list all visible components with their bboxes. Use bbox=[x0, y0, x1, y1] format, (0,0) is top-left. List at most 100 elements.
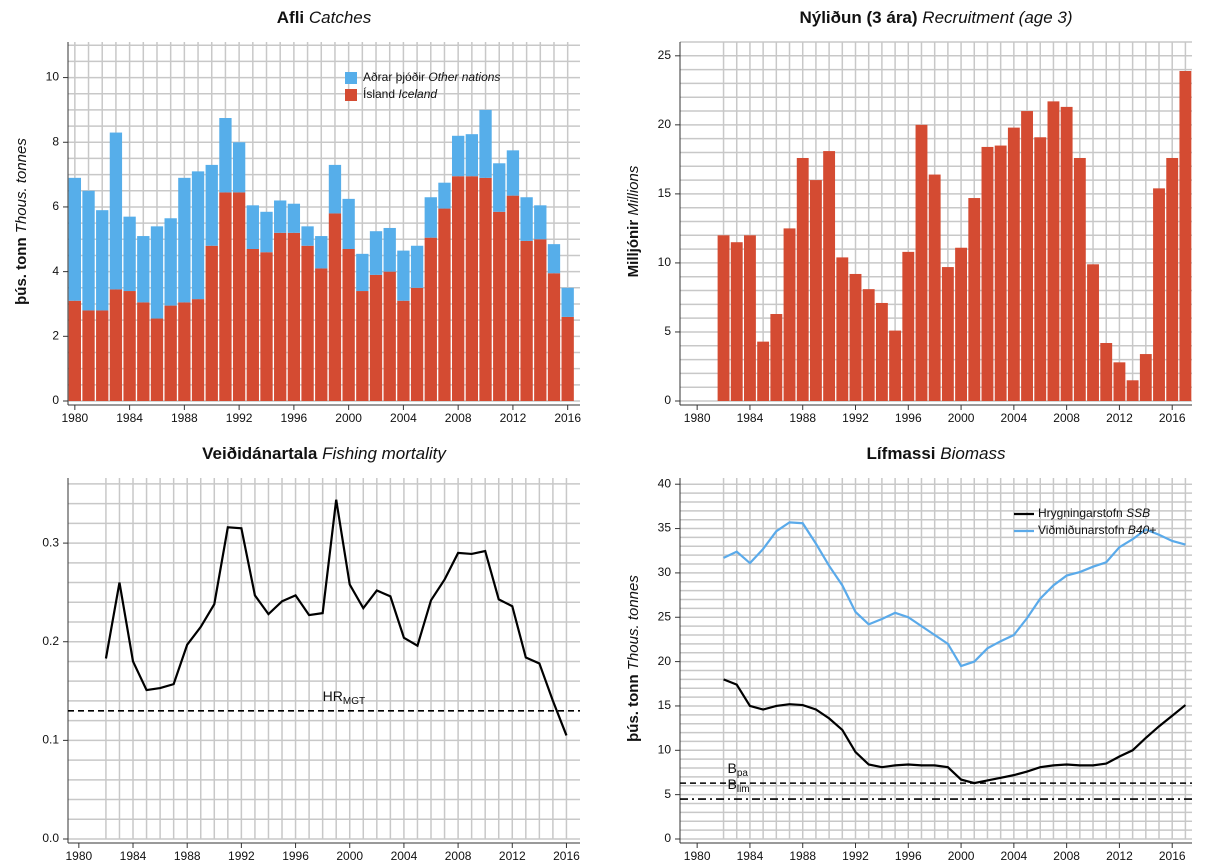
bar bbox=[823, 151, 836, 401]
bar bbox=[520, 197, 533, 241]
legend-name-en: SSB bbox=[1126, 506, 1150, 520]
bar bbox=[968, 198, 981, 401]
bar bbox=[137, 236, 150, 303]
legend-name: Aðrar þjóðir bbox=[363, 70, 425, 84]
title-en: Fishing mortality bbox=[322, 444, 447, 463]
y-tick-label: 25 bbox=[658, 609, 672, 623]
title-en: Biomass bbox=[940, 444, 1006, 463]
legend-name-en: Iceland bbox=[398, 87, 437, 101]
legend-name: Viðmiðunarstofn bbox=[1038, 523, 1125, 537]
chart-title: Lífmassi Biomass bbox=[867, 444, 1006, 463]
bar bbox=[315, 236, 328, 269]
y-tick-label: 5 bbox=[664, 787, 671, 801]
reference-label: Bpa bbox=[728, 760, 749, 779]
bar bbox=[561, 316, 574, 401]
bar bbox=[274, 200, 287, 233]
bar bbox=[547, 273, 561, 401]
bar bbox=[770, 314, 783, 401]
reference-label-sub: MGT bbox=[343, 695, 365, 706]
y-tick-label: 20 bbox=[658, 117, 672, 131]
title-main: Nýliðun (3 ára) bbox=[799, 8, 917, 27]
bar bbox=[493, 163, 506, 212]
x-tick-label: 2000 bbox=[335, 411, 362, 425]
reference-label: HRMGT bbox=[323, 687, 365, 706]
bar bbox=[534, 239, 547, 401]
y-tick-label: 0.0 bbox=[42, 831, 59, 845]
bar bbox=[915, 124, 928, 401]
x-tick-label: 2012 bbox=[499, 849, 526, 861]
bar bbox=[757, 341, 770, 401]
bar bbox=[941, 267, 954, 401]
x-tick-label: 1992 bbox=[842, 411, 869, 425]
bar bbox=[534, 205, 547, 240]
x-tick-label: 1984 bbox=[120, 849, 147, 861]
bar bbox=[328, 164, 342, 214]
bar bbox=[260, 211, 273, 253]
reference-label: Blim bbox=[728, 776, 750, 795]
bar bbox=[342, 248, 355, 401]
bar bbox=[479, 109, 492, 178]
reference-label-main: HR bbox=[323, 687, 343, 703]
bar bbox=[1100, 343, 1113, 401]
x-tick-label: 2004 bbox=[390, 411, 417, 425]
y-tick-label: 0.3 bbox=[42, 535, 59, 549]
bar bbox=[955, 247, 968, 401]
ylabel-main: þús. tonn bbox=[625, 674, 642, 742]
legend-label: Ísland Iceland bbox=[363, 86, 437, 101]
bar bbox=[1113, 362, 1126, 401]
bar bbox=[994, 145, 1007, 401]
bar bbox=[356, 253, 369, 292]
x-tick-label: 2004 bbox=[1001, 849, 1028, 861]
x-tick-label: 1980 bbox=[684, 849, 711, 861]
x-tick-label: 2016 bbox=[554, 411, 581, 425]
bar bbox=[246, 248, 259, 401]
x-tick-label: 1984 bbox=[737, 849, 764, 861]
reference-label-sub: pa bbox=[737, 768, 749, 779]
y-tick-label: 0 bbox=[664, 831, 671, 845]
bar bbox=[232, 192, 246, 401]
y-tick-label: 20 bbox=[658, 654, 672, 668]
x-tick-label: 2000 bbox=[336, 849, 363, 861]
ylabel-en: Thous. tonnes bbox=[13, 138, 30, 234]
bar bbox=[68, 177, 82, 301]
bar bbox=[1007, 127, 1020, 401]
x-tick-label: 1984 bbox=[737, 411, 764, 425]
bar bbox=[849, 273, 862, 401]
y-axis-label: Milljónir Millions bbox=[625, 165, 642, 277]
x-tick-label: 2004 bbox=[391, 849, 418, 861]
bar bbox=[164, 305, 177, 401]
x-tick-label: 2016 bbox=[553, 849, 580, 861]
bar bbox=[1153, 188, 1165, 401]
legend-label: Aðrar þjóðir Other nations bbox=[363, 70, 500, 84]
y-tick-label: 35 bbox=[658, 521, 672, 535]
bar bbox=[1087, 264, 1099, 401]
bar bbox=[1034, 137, 1047, 401]
bar bbox=[730, 242, 743, 401]
x-tick-label: 2008 bbox=[445, 411, 472, 425]
x-tick-label: 1988 bbox=[789, 849, 816, 861]
bar bbox=[1126, 380, 1139, 401]
ylabel-en: Millions bbox=[625, 165, 642, 216]
bar bbox=[862, 289, 875, 401]
bar bbox=[410, 287, 424, 401]
bar bbox=[506, 195, 520, 401]
y-tick-label: 15 bbox=[658, 186, 672, 200]
bar bbox=[191, 299, 205, 401]
title-en: Catches bbox=[309, 8, 372, 27]
bar bbox=[1073, 157, 1086, 401]
bar bbox=[744, 235, 756, 401]
bar bbox=[547, 244, 561, 274]
x-tick-label: 2012 bbox=[1106, 411, 1133, 425]
x-tick-label: 1996 bbox=[282, 849, 309, 861]
line bbox=[723, 678, 1187, 785]
x-tick-label: 1992 bbox=[228, 849, 255, 861]
x-tick-label: 1980 bbox=[65, 849, 92, 861]
bar bbox=[397, 250, 410, 301]
bar bbox=[902, 251, 915, 401]
x-tick-label: 2000 bbox=[948, 411, 975, 425]
bar bbox=[123, 291, 136, 401]
bar bbox=[452, 135, 465, 177]
y-tick-label: 15 bbox=[658, 698, 672, 712]
bar bbox=[150, 318, 164, 401]
